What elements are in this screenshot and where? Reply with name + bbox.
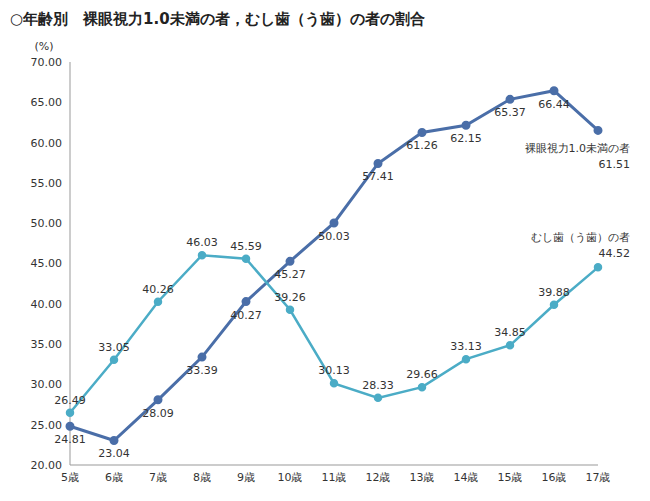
svg-text:34.85: 34.85 <box>494 326 526 339</box>
svg-text:40.27: 40.27 <box>230 309 262 322</box>
svg-text:40.00: 40.00 <box>31 298 63 311</box>
svg-text:5歳: 5歳 <box>61 471 79 484</box>
svg-text:16歳: 16歳 <box>542 471 567 484</box>
svg-text:60.00: 60.00 <box>31 137 63 150</box>
svg-text:7歳: 7歳 <box>149 471 167 484</box>
svg-text:8歳: 8歳 <box>193 471 211 484</box>
svg-text:25.00: 25.00 <box>31 419 63 432</box>
svg-text:33.13: 33.13 <box>450 340 482 353</box>
svg-text:33.39: 33.39 <box>186 364 218 377</box>
svg-text:24.81: 24.81 <box>54 433 86 446</box>
svg-text:45.00: 45.00 <box>31 257 63 270</box>
svg-text:むし歯（う歯）の者: むし歯（う歯）の者 <box>531 231 630 244</box>
svg-text:17歳: 17歳 <box>586 471 611 484</box>
svg-text:12歳: 12歳 <box>366 471 391 484</box>
svg-text:29.66: 29.66 <box>406 368 438 381</box>
svg-text:35.00: 35.00 <box>31 338 63 351</box>
svg-text:40.26: 40.26 <box>142 283 174 296</box>
svg-text:13歳: 13歳 <box>410 471 435 484</box>
svg-text:10歳: 10歳 <box>278 471 303 484</box>
svg-text:65.00: 65.00 <box>31 96 63 109</box>
svg-text:61.26: 61.26 <box>406 139 438 152</box>
svg-text:61.51: 61.51 <box>599 158 631 171</box>
svg-text:14歳: 14歳 <box>454 471 479 484</box>
svg-text:45.27: 45.27 <box>274 268 306 281</box>
svg-text:57.41: 57.41 <box>362 170 394 183</box>
svg-text:26.49: 26.49 <box>54 394 86 407</box>
svg-text:39.26: 39.26 <box>274 291 306 304</box>
svg-text:(%): (%) <box>34 40 53 53</box>
svg-text:39.88: 39.88 <box>538 286 570 299</box>
svg-text:裸眼視力1.0未満の者: 裸眼視力1.0未満の者 <box>525 142 631 155</box>
html-text:○年齢別 裸眼視力1.0未満の者，むし歯（う歯）の者の割合: ○年齢別 裸眼視力1.0未満の者，むし歯（う歯）の者の割合 <box>10 10 425 28</box>
svg-text:55.00: 55.00 <box>31 177 63 190</box>
svg-text:46.03: 46.03 <box>186 236 218 249</box>
svg-text:30.13: 30.13 <box>318 364 350 377</box>
svg-text:6歳: 6歳 <box>105 471 123 484</box>
svg-text:70.00: 70.00 <box>31 56 63 69</box>
svg-text:62.15: 62.15 <box>450 132 482 145</box>
svg-text:50.00: 50.00 <box>31 217 63 230</box>
svg-text:66.44: 66.44 <box>538 98 570 111</box>
svg-text:50.03: 50.03 <box>318 230 350 243</box>
svg-text:33.05: 33.05 <box>98 341 130 354</box>
svg-text:9歳: 9歳 <box>237 471 255 484</box>
svg-text:11歳: 11歳 <box>322 471 347 484</box>
svg-text:45.59: 45.59 <box>230 240 262 253</box>
svg-text:28.09: 28.09 <box>142 407 174 420</box>
svg-text:44.52: 44.52 <box>599 247 631 260</box>
svg-text:28.33: 28.33 <box>362 379 394 392</box>
svg-text:20.00: 20.00 <box>31 459 63 472</box>
svg-text:23.04: 23.04 <box>98 447 130 460</box>
svg-text:15歳: 15歳 <box>498 471 523 484</box>
svg-text:30.00: 30.00 <box>31 378 63 391</box>
svg-text:65.37: 65.37 <box>494 106 526 119</box>
